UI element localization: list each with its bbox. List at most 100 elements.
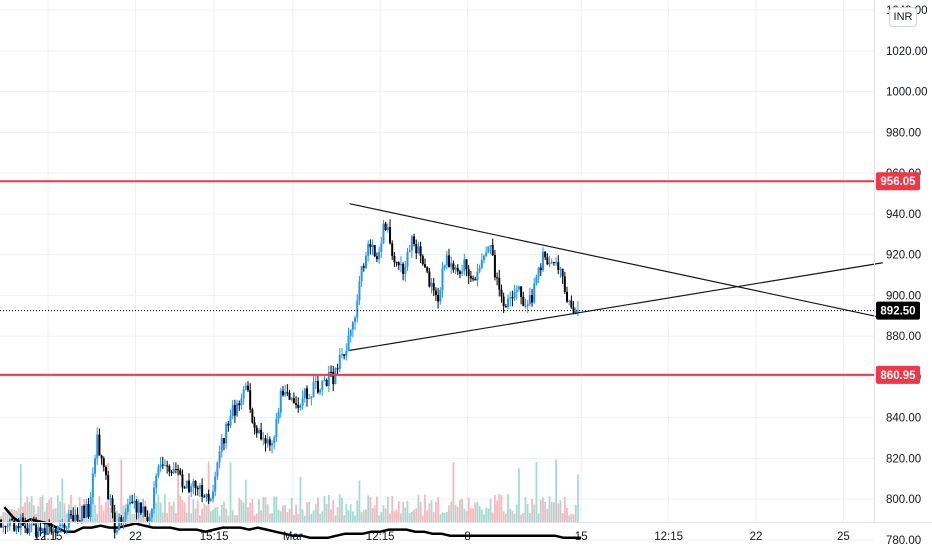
time-axis[interactable]: 12:15 22 15:15 Mar 12:15 8 15 12:15 22 25: [34, 531, 850, 543]
volume-bar: [389, 513, 391, 522]
candle-body: [389, 227, 392, 244]
candle-body: [118, 517, 121, 531]
volume-bar: [502, 511, 505, 522]
candle-body: [301, 398, 304, 406]
volume-bar: [236, 515, 238, 522]
candle-body: [338, 355, 341, 369]
volume-bar: [548, 496, 551, 522]
volume-bar: [233, 515, 236, 522]
candle-body: [576, 310, 579, 312]
volume-bar: [312, 510, 315, 522]
volume-bar: [303, 515, 306, 522]
candle-body: [550, 262, 553, 264]
volume-bar: [282, 505, 284, 522]
candle-body: [100, 455, 103, 459]
volume-bar: [105, 501, 107, 522]
candle-body: [467, 269, 470, 276]
candle-body: [286, 392, 289, 394]
drawings[interactable]: [0, 180, 883, 376]
candle-body: [181, 474, 184, 488]
volume-bar: [568, 515, 571, 522]
volume-bar: [260, 510, 263, 522]
candle-body: [334, 368, 337, 385]
candle-body: [327, 371, 330, 387]
candle-body: [275, 418, 278, 438]
volume-bar: [24, 502, 27, 522]
candle-body: [393, 256, 396, 263]
volume-bar: [225, 508, 228, 522]
candle-body: [264, 438, 267, 444]
candle-body: [408, 250, 411, 252]
volume-bar: [199, 515, 201, 522]
volume-bar: [271, 513, 273, 522]
volume-bar: [358, 480, 361, 522]
candle-body: [524, 306, 527, 308]
candle-body: [188, 480, 191, 493]
currency-badge[interactable]: INR: [889, 7, 917, 27]
candle-body: [28, 524, 31, 533]
volume-bar: [168, 502, 171, 522]
volume-bar: [474, 502, 477, 522]
volume-bar: [511, 510, 514, 522]
candle-body: [419, 246, 422, 256]
volume-bar: [325, 503, 328, 522]
volume-bar: [297, 514, 300, 522]
candle-body: [148, 517, 151, 521]
candle-body: [2, 526, 5, 528]
price-tick-label: 980.00: [886, 127, 921, 139]
grid: [0, 0, 874, 541]
volume-bar: [463, 508, 466, 522]
candle-body: [135, 500, 138, 513]
volume-bar: [437, 497, 439, 522]
volume-bar: [102, 510, 105, 522]
volume-bar: [376, 496, 378, 522]
candle-body: [395, 262, 398, 264]
candle-body: [159, 464, 162, 468]
candle-body: [507, 298, 510, 308]
volume-bar: [435, 501, 437, 522]
candle-body: [240, 398, 243, 406]
volume-bar: [439, 514, 442, 522]
volume-bar: [174, 512, 177, 522]
candle-body: [183, 487, 186, 489]
candle-body: [515, 289, 518, 292]
candle-body: [493, 254, 496, 278]
candle-body: [461, 271, 464, 274]
volume-bar: [386, 496, 389, 522]
candle-body: [111, 498, 114, 513]
candle-body: [89, 497, 92, 517]
candle-body: [574, 310, 577, 315]
volume-bar: [13, 509, 16, 522]
price-axis[interactable]: 780.00800.00820.00840.00860.00880.00900.…: [886, 5, 928, 547]
time-tick-label: 12:15: [654, 531, 683, 543]
volume-bar: [391, 496, 394, 522]
price-tick-label: 940.00: [886, 209, 921, 221]
candle-body: [539, 267, 542, 271]
candle-body: [522, 296, 525, 307]
candle-body: [437, 295, 440, 302]
candle-body: [292, 398, 295, 404]
candle-body: [246, 385, 249, 391]
time-tick-label: 8: [464, 531, 470, 543]
volume-bar: [172, 501, 175, 522]
volume-bar: [78, 496, 81, 522]
candle-body: [397, 262, 400, 266]
candle-body: [277, 412, 280, 419]
candle-body: [196, 487, 199, 490]
candle-body: [362, 266, 365, 268]
moving-average: [3, 506, 582, 540]
volume-bar: [465, 511, 468, 522]
candle-body: [378, 251, 381, 260]
volume-bar: [32, 505, 35, 522]
candle-body: [115, 530, 118, 533]
volume-bar: [258, 499, 260, 522]
candle-body: [122, 519, 125, 522]
candle-body: [157, 467, 160, 476]
candle-body: [450, 263, 453, 268]
candle-body: [26, 528, 29, 533]
volume-bar: [253, 515, 256, 522]
candle-body: [166, 465, 169, 467]
volume-bar: [461, 498, 464, 522]
